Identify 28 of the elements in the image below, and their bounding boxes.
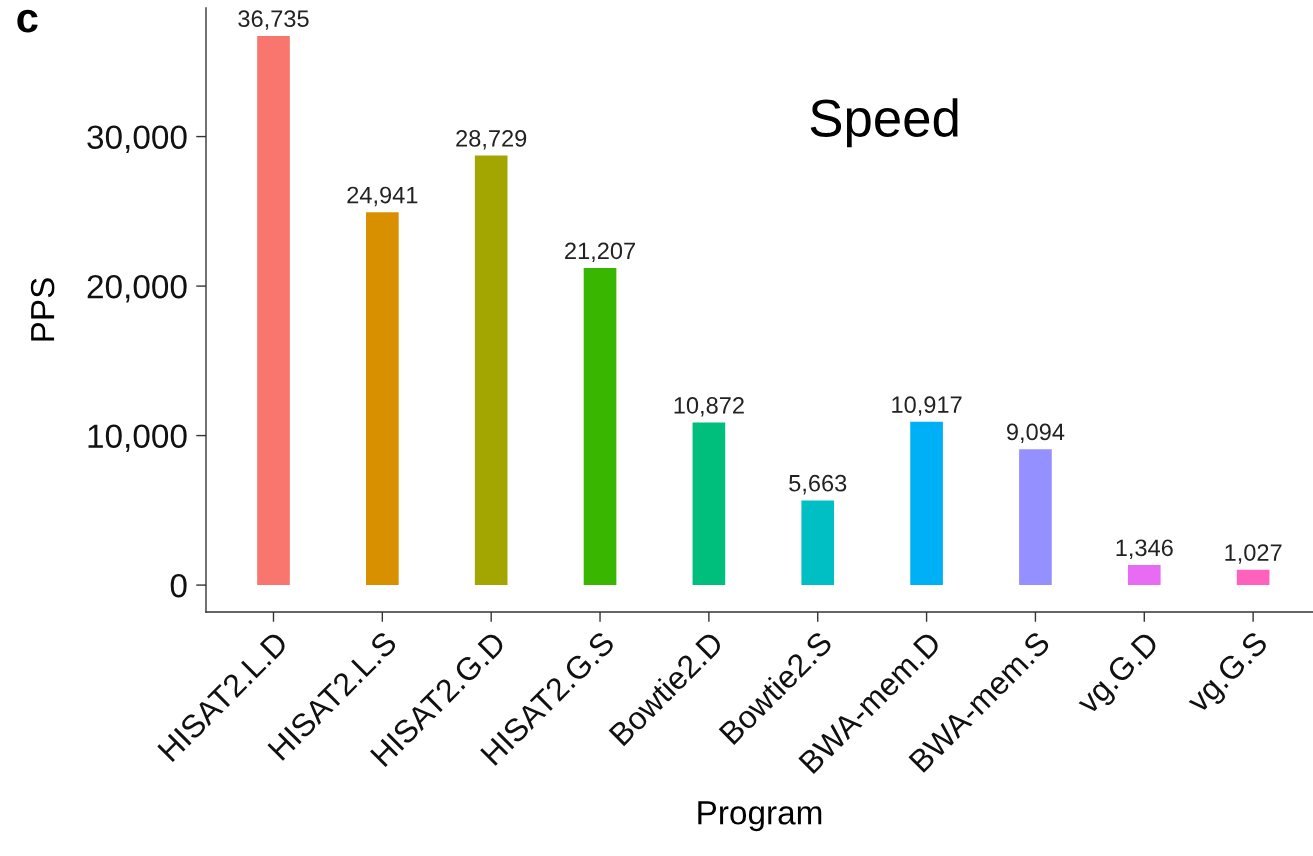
bar: [583, 268, 617, 586]
data-label: 1,346: [1116, 539, 1173, 559]
bar: [1236, 569, 1270, 586]
y-axis-title: PPS: [30, 278, 55, 341]
y-tick-label: 10,000: [88, 424, 187, 452]
data-label: 1,027: [1225, 544, 1282, 564]
y-tick-label: 20,000: [87, 274, 187, 303]
text: Speed: [810, 98, 958, 148]
data-label: 28,729: [456, 130, 527, 150]
bar: [910, 421, 943, 586]
bar: [801, 500, 835, 586]
data-label: 10,872: [674, 396, 744, 417]
data-label: 5,663: [789, 474, 847, 495]
bar: [1127, 564, 1161, 586]
data-label: 24,941: [347, 186, 418, 207]
x-axis-title: Program: [698, 801, 822, 832]
data-label: 36,735: [238, 10, 309, 30]
y-tick-label: 30,000: [87, 125, 187, 153]
y-tick-label: 0: [170, 573, 187, 598]
bar: [1019, 449, 1052, 586]
bar: [474, 155, 508, 586]
bar: [366, 212, 399, 586]
text: c: [17, 9, 38, 33]
data-label: 10,917: [892, 396, 962, 416]
bar: [257, 35, 290, 586]
bar: [692, 422, 726, 586]
data-label: 9,094: [1007, 423, 1065, 444]
data-label: 21,207: [565, 242, 635, 262]
